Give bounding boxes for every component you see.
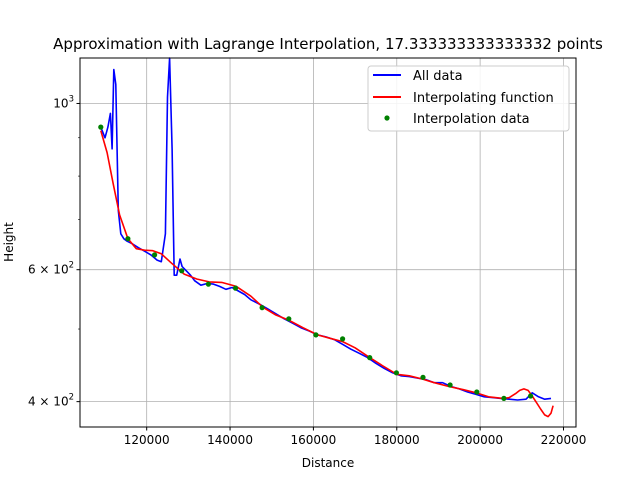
legend-label-interpolation-data: Interpolation data: [413, 112, 530, 127]
legend-box: [367, 65, 570, 132]
data-point-interpolation-data: [367, 355, 373, 361]
x-axis: 120000 140000 160000 180000 200000 220000: [124, 427, 587, 447]
plot-frame: [79, 57, 577, 428]
x-tick-label: 220000: [541, 433, 587, 447]
x-tick-label: 200000: [457, 433, 503, 447]
legend-label-interpolating-function: Interpolating function: [413, 91, 554, 106]
x-tick-label: 180000: [374, 433, 420, 447]
series-line-interpolating-function: [100, 130, 554, 418]
data-point-interpolation-data: [501, 395, 507, 401]
data-point-interpolation-data: [98, 124, 104, 130]
data-point-interpolation-data: [152, 252, 158, 258]
legend-swatch-interpolation-data: [384, 115, 390, 121]
data-point-interpolation-data: [125, 236, 131, 242]
data-point-interpolation-data: [474, 389, 480, 395]
y-tick-label: 103: [53, 94, 74, 110]
legend-label-all-data: All data: [413, 69, 463, 84]
x-axis-label: Distance: [302, 456, 354, 470]
chart-title: Approximation with Lagrange Interpolatio…: [53, 35, 603, 53]
data-point-interpolation-data: [313, 332, 319, 338]
x-tick-label: 160000: [291, 433, 337, 447]
y-axis: 4 × 102 6 × 102 103: [28, 94, 80, 409]
data-point-interpolation-data: [447, 382, 453, 388]
data-point-interpolation-data: [232, 285, 239, 291]
data-point-interpolation-data: [393, 370, 399, 376]
y-tick-label: 6 × 102: [28, 261, 74, 277]
x-tick-label: 140000: [207, 433, 253, 447]
data-point-interpolation-data: [528, 393, 534, 399]
data-point-interpolation-data: [259, 305, 265, 311]
y-axis-label: Height: [2, 222, 16, 262]
legend: All data Interpolating function Interpol…: [367, 65, 570, 132]
x-tick-label: 120000: [124, 433, 170, 447]
data-point-interpolation-data: [286, 316, 292, 322]
data-point-interpolation-data: [179, 268, 185, 274]
data-point-interpolation-data: [205, 281, 211, 287]
data-point-interpolation-data: [420, 374, 426, 380]
y-tick-label: 4 × 102: [28, 393, 74, 409]
plot-series: [98, 57, 554, 418]
data-point-interpolation-data: [340, 336, 346, 342]
